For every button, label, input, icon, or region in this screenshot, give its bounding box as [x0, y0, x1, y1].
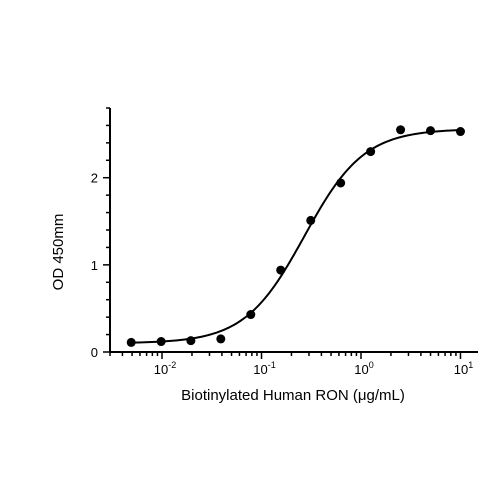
- x-axis-label: Biotinylated Human RON (μg/mL): [181, 387, 405, 404]
- data-point: [455, 127, 465, 137]
- x-tick-label: 10-1: [253, 360, 275, 377]
- data-point: [156, 337, 166, 347]
- data-point: [186, 336, 196, 346]
- axes: [109, 108, 478, 353]
- y-tick-label: 0: [91, 345, 98, 360]
- x-axis-ticks: 10-2 10-1 100 101: [109, 352, 473, 377]
- data-point: [126, 337, 136, 347]
- x-tick-label: 100: [354, 360, 373, 377]
- data-point: [306, 215, 316, 225]
- data-point: [246, 310, 256, 320]
- y-tick-label: 2: [91, 171, 98, 186]
- y-tick-label: 1: [91, 258, 98, 273]
- data-point: [336, 178, 346, 188]
- data-point: [396, 125, 406, 135]
- data-points: [126, 125, 465, 347]
- data-point: [276, 265, 286, 275]
- y-axis-label: OD 450mm: [50, 214, 67, 291]
- data-point: [426, 126, 436, 136]
- x-tick-label: 10-2: [154, 360, 176, 377]
- y-axis-ticks: 0 1 2: [91, 107, 110, 360]
- data-point: [216, 334, 226, 344]
- data-point: [366, 147, 376, 157]
- x-tick-label: 101: [454, 360, 473, 377]
- fit-curve: [131, 129, 461, 344]
